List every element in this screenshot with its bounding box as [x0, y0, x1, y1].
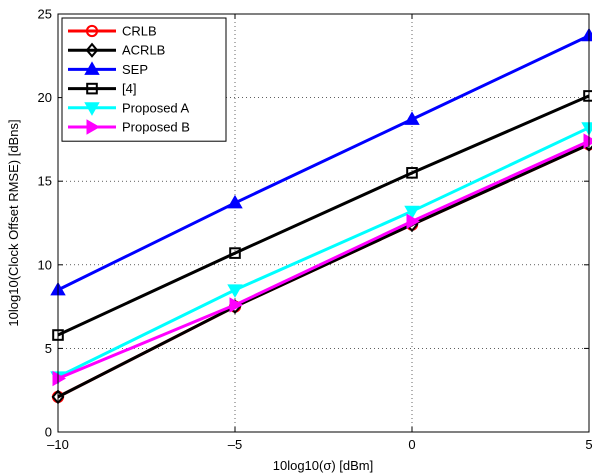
legend-marker	[84, 61, 100, 75]
y-tick-label: 5	[45, 341, 52, 356]
y-tick-label: 0	[45, 425, 52, 440]
legend-entry: Proposed A	[68, 100, 190, 116]
legend-entry: [4]	[68, 81, 136, 96]
y-axis-label: 10log10(Clock Offset RMSE) [dBns]	[6, 119, 21, 326]
plot-frame	[57, 13, 590, 433]
y-tick-label: 25	[38, 7, 52, 22]
ticks: –10 –5 0 5 0 5 10 15 20 25	[38, 7, 592, 453]
legend-marker	[85, 42, 99, 58]
data-point	[229, 297, 244, 313]
x-axis-label: 10log10(σ) [dBm]	[273, 458, 374, 473]
y-tick-label: 10	[38, 257, 52, 272]
legend-label: Proposed A	[122, 100, 190, 115]
legend-marker	[86, 82, 98, 95]
data-point	[229, 247, 241, 259]
x-tick-label: –10	[47, 437, 69, 452]
legend-marker	[84, 102, 100, 116]
data-point	[406, 213, 421, 230]
legend-label: [4]	[122, 81, 136, 96]
series-proposed-b	[52, 133, 592, 387]
series-line	[57, 139, 590, 380]
series-line	[57, 94, 590, 337]
x-tick-label: 0	[408, 437, 415, 452]
legend-label: Proposed B	[122, 120, 190, 135]
legend-label: CRLB	[122, 24, 157, 39]
y-tick-label: 15	[38, 174, 52, 189]
legend: CRLB ACRLB SEP [4] Proposed A Proposed B	[61, 17, 227, 142]
series-line	[57, 143, 590, 399]
legend-entry: CRLB	[68, 24, 157, 39]
legend-entry: SEP	[68, 61, 148, 77]
data-point	[404, 111, 420, 125]
x-tick-label: –5	[228, 437, 242, 452]
legend-box	[61, 17, 227, 142]
legend-label: SEP	[122, 62, 148, 77]
x-tick-label: 5	[585, 437, 592, 452]
legend-entry: Proposed B	[68, 119, 190, 135]
data-point	[227, 194, 243, 209]
legend-label: ACRLB	[122, 43, 165, 58]
data-point	[406, 167, 418, 179]
data-point	[52, 370, 67, 387]
legend-marker	[86, 119, 101, 135]
series-line	[57, 34, 590, 292]
legend-entry: ACRLB	[68, 42, 165, 58]
data-point	[583, 133, 592, 149]
legend-marker	[85, 24, 99, 38]
series-line	[57, 126, 590, 379]
data-point	[404, 205, 420, 220]
y-tick-label: 20	[38, 90, 52, 105]
data-point	[227, 284, 243, 298]
